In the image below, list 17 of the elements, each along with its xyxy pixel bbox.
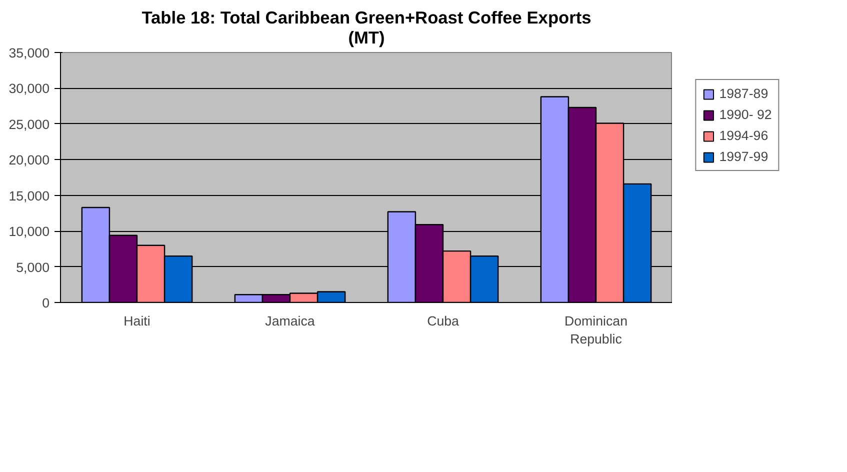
y-tick-label: 5,000	[16, 260, 50, 275]
y-tick-label: 0	[42, 296, 50, 310]
chart-title: Table 18: Total Caribbean Green+Roast Coffee Exports (MT)	[142, 8, 592, 48]
x-tick-label: Jamaica	[265, 314, 316, 328]
legend-label: 1994-96	[719, 128, 768, 143]
legend-label: 1987-89	[719, 86, 768, 101]
y-tick-label: 10,000	[8, 224, 50, 240]
x-tick-label: Dominican Republic	[564, 314, 628, 346]
y-tick-label: 20,000	[8, 152, 50, 168]
y-tick-label: 35,000	[8, 46, 50, 60]
y-tick-label: 25,000	[8, 116, 50, 132]
legend-label: 1990- 92	[719, 107, 772, 122]
y-tick-label: 15,000	[8, 188, 50, 204]
y-tick-label: 30,000	[8, 81, 50, 96]
x-tick-label: Cuba	[427, 314, 460, 328]
x-tick-label: Haiti	[124, 314, 150, 328]
legend-label: 1997-99	[719, 149, 768, 164]
